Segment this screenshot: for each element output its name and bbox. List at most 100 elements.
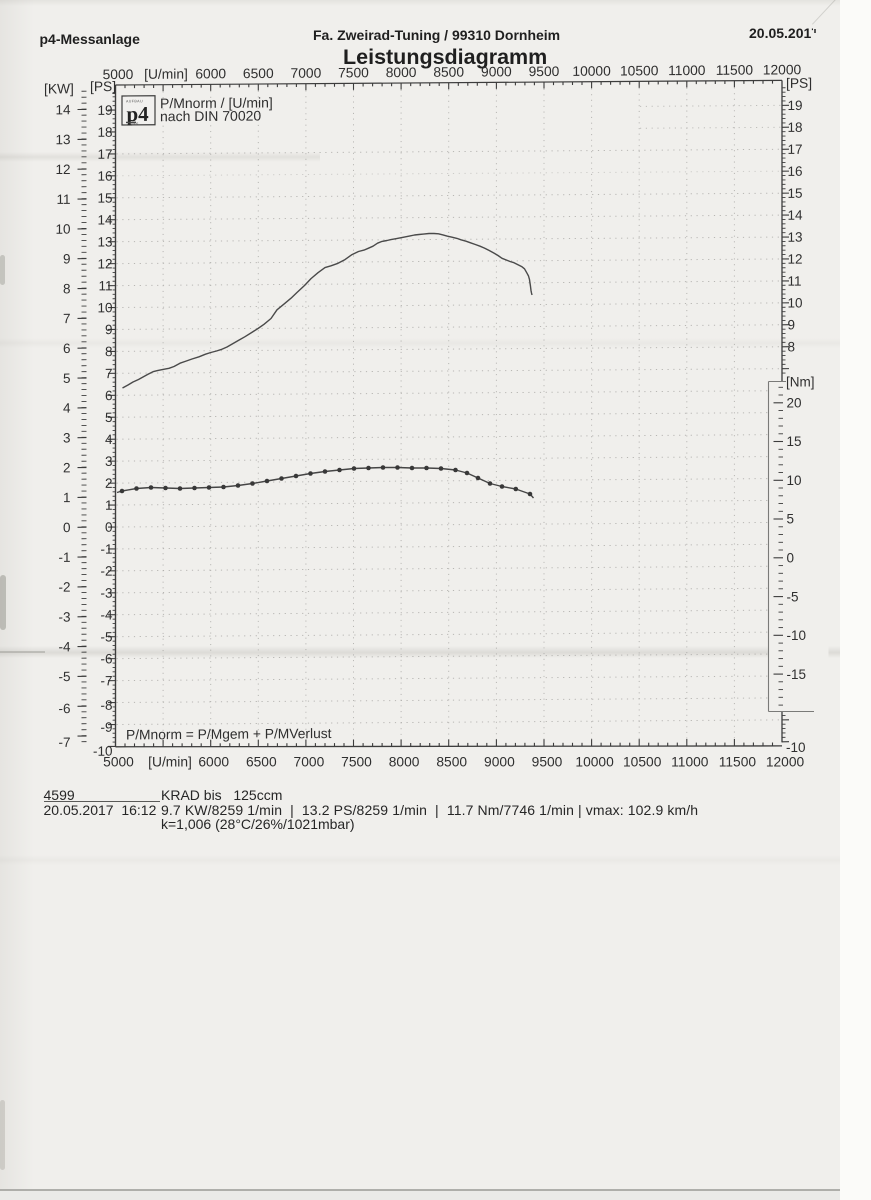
svg-text:0: 0 bbox=[105, 520, 113, 535]
svg-text:-5: -5 bbox=[58, 669, 70, 684]
svg-text:-3: -3 bbox=[58, 610, 70, 625]
svg-text:11000: 11000 bbox=[671, 755, 709, 770]
svg-text:2: 2 bbox=[63, 460, 71, 475]
svg-text:5000: 5000 bbox=[103, 67, 134, 82]
svg-text:12000: 12000 bbox=[766, 755, 805, 770]
svg-text:9: 9 bbox=[63, 251, 71, 266]
svg-text:-6: -6 bbox=[100, 651, 112, 666]
svg-text:3: 3 bbox=[105, 454, 113, 469]
svg-text:19: 19 bbox=[97, 103, 112, 118]
svg-text:P/Mnorm = P/Mgem + P/MVerlust: P/Mnorm = P/Mgem + P/MVerlust bbox=[126, 726, 332, 742]
svg-text:13: 13 bbox=[788, 230, 803, 245]
svg-text:8000: 8000 bbox=[389, 755, 420, 770]
svg-text:-5: -5 bbox=[787, 589, 799, 604]
svg-text:19: 19 bbox=[788, 98, 803, 113]
svg-text:8: 8 bbox=[105, 344, 113, 359]
svg-text:-4: -4 bbox=[100, 607, 112, 622]
svg-text:7000: 7000 bbox=[291, 66, 322, 81]
svg-text:Tuning: Tuning bbox=[128, 121, 138, 125]
svg-text:7: 7 bbox=[105, 366, 113, 381]
svg-text:10: 10 bbox=[787, 473, 802, 488]
svg-text:16: 16 bbox=[97, 169, 112, 184]
svg-text:4: 4 bbox=[63, 401, 71, 416]
svg-text:11000: 11000 bbox=[668, 63, 706, 78]
svg-text:9000: 9000 bbox=[484, 755, 515, 770]
svg-text:-2: -2 bbox=[100, 564, 112, 579]
svg-text:10500: 10500 bbox=[620, 63, 659, 78]
svg-text:1: 1 bbox=[105, 498, 113, 513]
svg-text:12: 12 bbox=[788, 252, 803, 267]
svg-text:4: 4 bbox=[105, 432, 113, 447]
svg-text:-5: -5 bbox=[100, 629, 112, 644]
svg-text:7000: 7000 bbox=[294, 755, 325, 770]
svg-text:9: 9 bbox=[105, 322, 113, 337]
svg-text:0: 0 bbox=[787, 551, 795, 566]
svg-text:17: 17 bbox=[97, 147, 112, 162]
svg-text:9500: 9500 bbox=[532, 755, 563, 770]
svg-text:[PS]: [PS] bbox=[786, 76, 812, 91]
svg-text:6000: 6000 bbox=[198, 755, 229, 770]
svg-text:8000: 8000 bbox=[386, 65, 417, 80]
svg-text:10: 10 bbox=[788, 295, 803, 310]
svg-text:18: 18 bbox=[788, 120, 803, 135]
svg-text:-15: -15 bbox=[787, 667, 807, 682]
svg-text:6000: 6000 bbox=[195, 66, 226, 81]
svg-text:2: 2 bbox=[105, 476, 113, 491]
svg-text:10500: 10500 bbox=[623, 755, 662, 770]
svg-text:10: 10 bbox=[55, 222, 70, 237]
svg-text:6: 6 bbox=[105, 388, 113, 403]
svg-text:-6: -6 bbox=[58, 701, 70, 716]
svg-text:8: 8 bbox=[788, 339, 796, 354]
svg-text:13: 13 bbox=[97, 234, 112, 249]
svg-text:13: 13 bbox=[55, 132, 70, 147]
svg-text:11500: 11500 bbox=[719, 755, 757, 770]
svg-text:P/Mnorm / [U/min]: P/Mnorm / [U/min] bbox=[160, 94, 273, 111]
svg-text:5: 5 bbox=[105, 410, 113, 425]
svg-text:-10: -10 bbox=[93, 744, 113, 759]
svg-text:15: 15 bbox=[788, 186, 803, 201]
svg-text:18: 18 bbox=[97, 125, 112, 140]
svg-text:3: 3 bbox=[63, 430, 71, 445]
svg-text:-1: -1 bbox=[58, 550, 70, 565]
svg-text:11: 11 bbox=[56, 192, 70, 207]
svg-text:-1: -1 bbox=[100, 542, 112, 557]
svg-text:17: 17 bbox=[788, 142, 803, 157]
svg-text:9: 9 bbox=[788, 317, 796, 332]
svg-text:-8: -8 bbox=[100, 698, 112, 713]
svg-text:-7: -7 bbox=[58, 735, 70, 750]
svg-text:5000: 5000 bbox=[103, 755, 134, 770]
svg-text:10: 10 bbox=[97, 300, 112, 315]
svg-text:16: 16 bbox=[788, 164, 803, 179]
svg-text:8500: 8500 bbox=[436, 755, 467, 770]
svg-text:12: 12 bbox=[55, 162, 70, 177]
svg-text:p4: p4 bbox=[127, 102, 150, 126]
svg-text:6: 6 bbox=[63, 341, 71, 356]
svg-text:10000: 10000 bbox=[572, 64, 611, 79]
svg-text:-9: -9 bbox=[100, 720, 112, 735]
svg-text:12: 12 bbox=[97, 256, 112, 271]
svg-text:[PS]: [PS] bbox=[90, 79, 116, 94]
svg-text:15: 15 bbox=[97, 191, 112, 206]
svg-text:-4: -4 bbox=[58, 639, 70, 654]
svg-text:0: 0 bbox=[63, 520, 71, 535]
svg-text:11500: 11500 bbox=[716, 63, 754, 78]
svg-text:6500: 6500 bbox=[243, 66, 274, 81]
svg-text:7500: 7500 bbox=[338, 65, 369, 80]
svg-text:5: 5 bbox=[63, 371, 71, 386]
svg-text:nach DIN 70020: nach DIN 70020 bbox=[160, 108, 261, 125]
svg-text:14: 14 bbox=[55, 102, 71, 117]
svg-text:12000: 12000 bbox=[763, 62, 802, 77]
svg-text:10000: 10000 bbox=[575, 755, 614, 770]
svg-text:[KW]: [KW] bbox=[44, 81, 74, 96]
svg-text:AUFBAU: AUFBAU bbox=[126, 99, 143, 103]
svg-text:-2: -2 bbox=[58, 580, 70, 595]
svg-text:14: 14 bbox=[97, 212, 113, 227]
svg-text:[U/min]: [U/min] bbox=[144, 67, 188, 82]
svg-text:15: 15 bbox=[787, 434, 802, 449]
svg-text:7: 7 bbox=[63, 311, 71, 326]
svg-text:11: 11 bbox=[788, 274, 802, 289]
svg-text:-3: -3 bbox=[100, 586, 112, 601]
svg-text:5: 5 bbox=[787, 512, 795, 527]
svg-text:[U/min]: [U/min] bbox=[148, 755, 192, 770]
svg-text:7500: 7500 bbox=[341, 755, 372, 770]
